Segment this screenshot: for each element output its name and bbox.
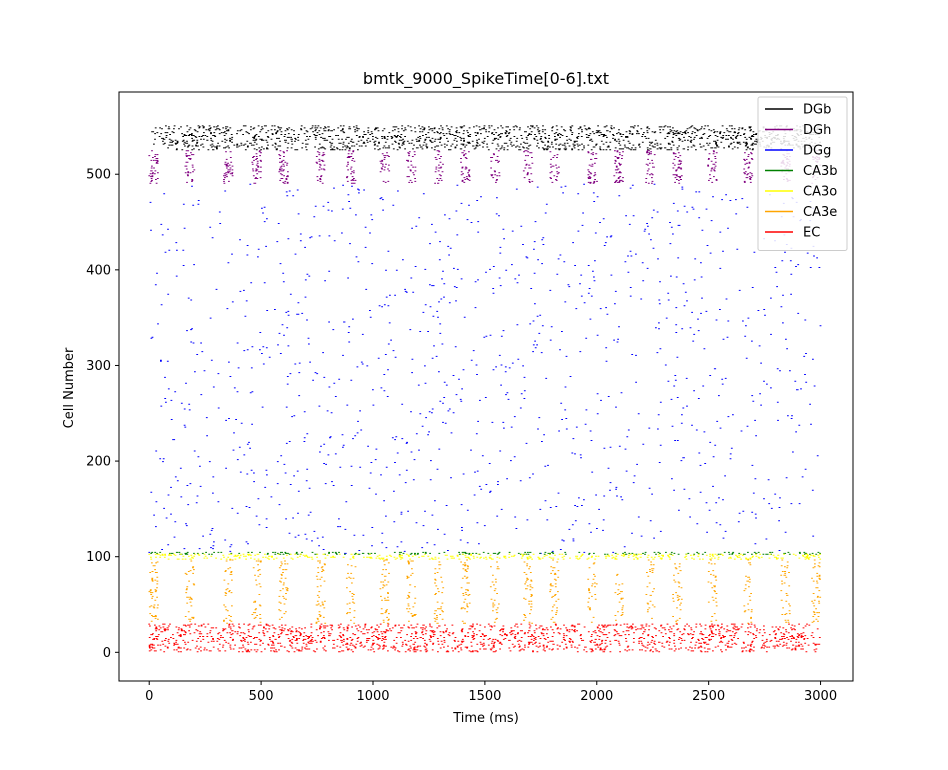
y-axis-label: Cell Number xyxy=(62,347,77,428)
y-tick-label: 500 xyxy=(86,168,111,183)
y-tick-label: 300 xyxy=(86,359,111,374)
spike-path-ca3e xyxy=(148,559,822,624)
spike-path-dgg xyxy=(148,183,822,554)
y-axis-ticks: 0 100 200 300 400 500 xyxy=(86,168,119,661)
x-tick-label: 3000 xyxy=(804,689,837,704)
legend-label: DGb xyxy=(803,103,831,118)
y-tick-label: 0 xyxy=(103,646,111,661)
x-tick-label: 0 xyxy=(145,689,153,704)
series-dgh xyxy=(148,150,822,184)
legend: DGb DGh DGg CA3b CA3o CA3e EC xyxy=(757,96,848,251)
spike-path-ec xyxy=(148,623,821,653)
spike-path-dgh xyxy=(148,150,822,184)
spike-path-ca3o xyxy=(148,553,822,560)
spike-path-dgb xyxy=(151,125,821,151)
x-tick-label: 1000 xyxy=(356,689,389,704)
y-tick-label: 400 xyxy=(86,263,111,278)
legend-label: CA3b xyxy=(803,164,838,179)
x-tick-label: 500 xyxy=(249,689,274,704)
legend-label: EC xyxy=(803,226,820,241)
x-tick-label: 1500 xyxy=(468,689,501,704)
x-axis-ticks: 0 500 1000 1500 2000 2500 3000 xyxy=(145,681,837,704)
legend-label: DGg xyxy=(803,144,831,159)
legend-label: CA3o xyxy=(803,185,837,200)
chart-title: bmtk_9000_SpikeTime[0-6].txt xyxy=(363,69,609,89)
series-dgg xyxy=(148,183,822,554)
x-tick-label: 2000 xyxy=(580,689,613,704)
legend-label: DGh xyxy=(803,123,831,138)
series-ec xyxy=(148,623,821,653)
y-tick-label: 200 xyxy=(86,455,111,470)
y-tick-label: 100 xyxy=(86,550,111,565)
series-dgb xyxy=(151,125,821,151)
x-axis-label: Time (ms) xyxy=(452,711,519,726)
series-ca3o xyxy=(148,553,822,560)
spike-marks xyxy=(148,125,822,653)
x-tick-label: 2500 xyxy=(692,689,725,704)
plot-frame xyxy=(118,91,854,682)
legend-label: CA3e xyxy=(803,205,837,220)
series-ca3e xyxy=(148,559,822,624)
